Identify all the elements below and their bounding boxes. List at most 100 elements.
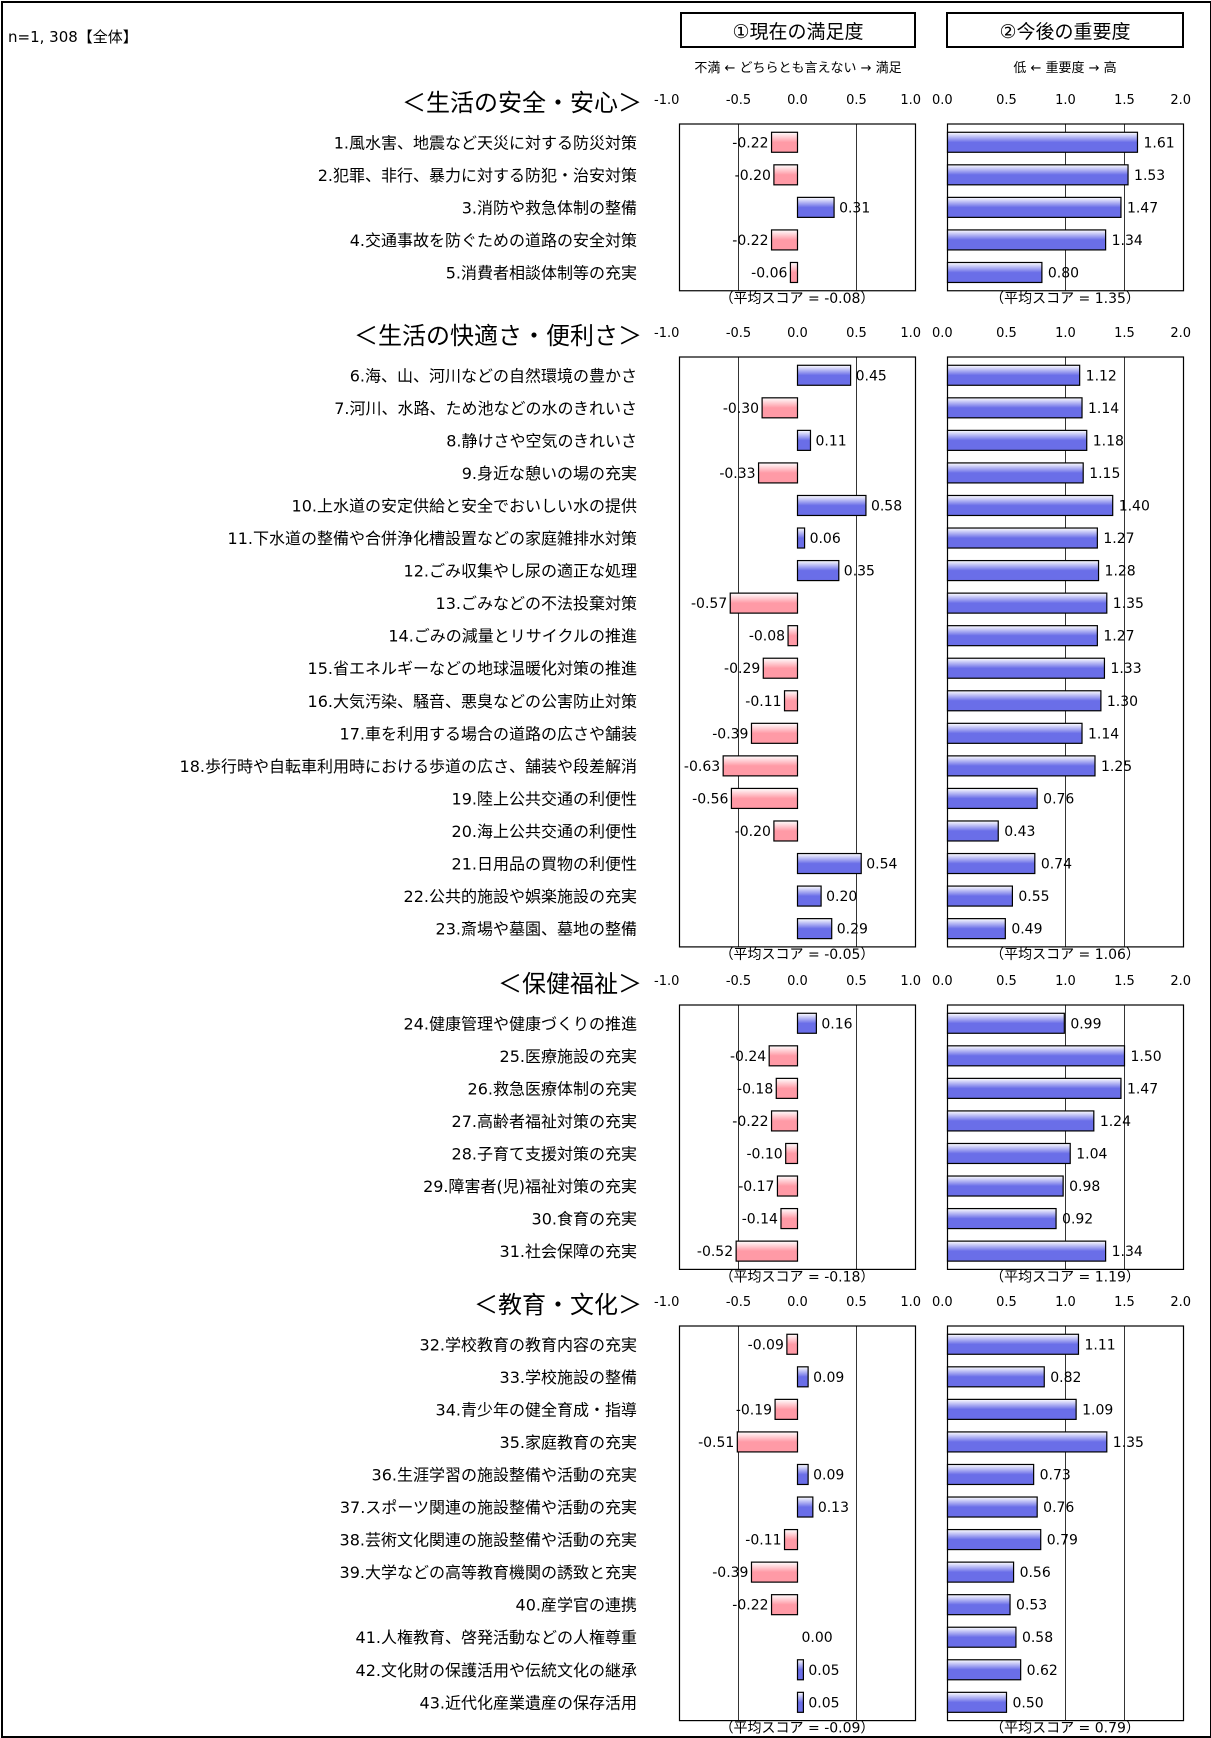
importance-value-label: 1.27: [1103, 629, 1134, 645]
satisfaction-bar: [789, 261, 799, 284]
satisfaction-value-label: -0.20: [735, 168, 771, 184]
importance-tick-label: 1.0: [1055, 93, 1076, 108]
importance-value-label: 1.47: [1127, 1081, 1158, 1097]
satisfaction-bar: [785, 1142, 799, 1165]
satisfaction-value-label: 0.13: [818, 1500, 849, 1516]
importance-tick-label: 0.5: [996, 326, 1017, 341]
category-label: 25.医療施設の充実: [500, 1047, 637, 1066]
category-label: 15.省エネルギーなどの地球温暖化対策の推進: [308, 659, 637, 678]
satisfaction-value-label: -0.33: [719, 466, 755, 482]
importance-bar: [946, 364, 1081, 386]
category-label: 9.身近な憩いの場の充実: [462, 464, 637, 483]
satisfaction-plot-box: [678, 1325, 917, 1722]
category-label: 7.河川、水路、ため池などの水のきれいさ: [334, 399, 637, 418]
satisfaction-value-label: -0.30: [723, 401, 759, 417]
satisfaction-value-label: 0.35: [844, 564, 875, 580]
category-label: 14.ごみの減量とリサイクルの推進: [388, 627, 637, 646]
category-label: 20.海上公共交通の利便性: [452, 822, 637, 841]
category-label: 38.芸術文化関連の施設整備や活動の充実: [340, 1531, 637, 1550]
importance-value-label: 1.11: [1084, 1337, 1115, 1353]
right-panel-title-box: [946, 12, 1184, 48]
importance-bar: [946, 164, 1129, 186]
satisfaction-average: （平均スコア = -0.09）: [720, 1721, 875, 1737]
importance-bar: [946, 429, 1088, 451]
importance-value-label: 0.53: [1016, 1598, 1047, 1614]
importance-bar: [946, 1561, 1015, 1583]
importance-bar: [946, 462, 1084, 484]
category-label: 26.救急医療体制の充実: [468, 1079, 637, 1098]
importance-value-label: 1.15: [1089, 466, 1120, 482]
satisfaction-tick-label: -0.5: [726, 974, 751, 989]
importance-bar: [946, 527, 1098, 549]
satisfaction-plot-box: [678, 356, 917, 948]
importance-bar: [946, 1528, 1042, 1551]
group-title: ＜保健福祉＞: [498, 970, 642, 998]
satisfaction-bar: [770, 1594, 799, 1616]
category-label: 31.社会保障の充実: [500, 1242, 637, 1261]
satisfaction-value-label: -0.11: [745, 694, 781, 710]
left-panel-title-box: [680, 12, 916, 48]
satisfaction-bar: [770, 229, 799, 251]
importance-value-label: 0.82: [1050, 1370, 1081, 1386]
importance-value-label: 1.50: [1131, 1049, 1162, 1065]
importance-tick-label: 0.0: [932, 974, 953, 989]
category-label: 11.下水道の整備や合併浄化槽設置などの家庭雑排水対策: [228, 529, 637, 548]
importance-value-label: 0.50: [1013, 1695, 1044, 1711]
category-label: 32.学校教育の教育内容の充実: [420, 1335, 637, 1354]
importance-value-label: 1.33: [1110, 661, 1141, 677]
satisfaction-tick-label: -1.0: [654, 326, 679, 341]
importance-bar: [946, 1626, 1017, 1648]
importance-value-label: 0.74: [1041, 857, 1072, 873]
category-label: 30.食育の充実: [532, 1210, 637, 1229]
category-label: 13.ごみなどの不法投棄対策: [436, 594, 637, 613]
satisfaction-value-label: 0.20: [826, 889, 857, 905]
importance-value-label: 1.24: [1100, 1114, 1131, 1130]
category-label: 21.日用品の買物の利便性: [452, 855, 637, 874]
satisfaction-value-label: 0.31: [839, 200, 870, 216]
category-label: 35.家庭教育の充実: [500, 1433, 637, 1452]
satisfaction-tick-label: 0.0: [787, 326, 808, 341]
importance-bar: [946, 1659, 1022, 1681]
satisfaction-value-label: -0.24: [730, 1049, 766, 1065]
satisfaction-value-label: -0.22: [732, 233, 768, 249]
importance-value-label: 0.58: [1022, 1630, 1053, 1646]
importance-tick-label: 2.0: [1170, 974, 1191, 989]
satisfaction-value-label: -0.63: [684, 759, 720, 775]
satisfaction-bar: [761, 397, 799, 419]
satisfaction-bar: [796, 1496, 814, 1518]
satisfaction-value-label: -0.17: [738, 1179, 774, 1195]
satisfaction-average: （平均スコア = -0.18）: [720, 1269, 875, 1285]
category-label: 3.消防や救急体制の整備: [462, 198, 637, 217]
satisfaction-value-label: -0.52: [697, 1244, 733, 1260]
importance-value-label: 0.49: [1011, 922, 1042, 938]
importance-bar: [946, 918, 1006, 940]
importance-tick-label: 0.5: [996, 1295, 1017, 1310]
importance-bar: [946, 196, 1122, 218]
satisfaction-value-label: 0.05: [808, 1695, 839, 1711]
group-1: ＜生活の安全・安心＞ -1.0 -0.5 0.0 0.5 1.0 0.0 0.5 1.0 1.5 2…: [318, 89, 1191, 307]
importance-tick-label: 0.0: [932, 1295, 953, 1310]
satisfaction-bar: [796, 918, 833, 940]
importance-bar: [946, 1366, 1045, 1388]
satisfaction-bar: [775, 1077, 799, 1099]
importance-tick-label: 0.5: [996, 93, 1017, 108]
satisfaction-bar: [796, 494, 867, 517]
satisfaction-bar: [773, 820, 799, 842]
category-label: 10.上水道の安定供給と安全でおいしい水の提供: [292, 496, 637, 515]
satisfaction-tick-label: 0.0: [787, 974, 808, 989]
satisfaction-tick-label: -0.5: [726, 1295, 751, 1310]
importance-value-label: 1.27: [1103, 531, 1134, 547]
group-title: ＜教育・文化＞: [474, 1291, 642, 1319]
group-title: ＜生活の快適さ・便利さ＞: [354, 322, 642, 350]
importance-bar: [946, 1431, 1108, 1453]
satisfaction-value-label: 0.54: [866, 857, 897, 873]
importance-value-label: 1.18: [1093, 433, 1124, 449]
importance-value-label: 1.28: [1105, 564, 1136, 580]
importance-value-label: 1.35: [1113, 596, 1144, 612]
satisfaction-tick-label: -0.5: [726, 93, 751, 108]
satisfaction-bar: [783, 1528, 799, 1551]
satisfaction-tick-label: 0.0: [787, 93, 808, 108]
satisfaction-value-label: -0.19: [736, 1402, 772, 1418]
